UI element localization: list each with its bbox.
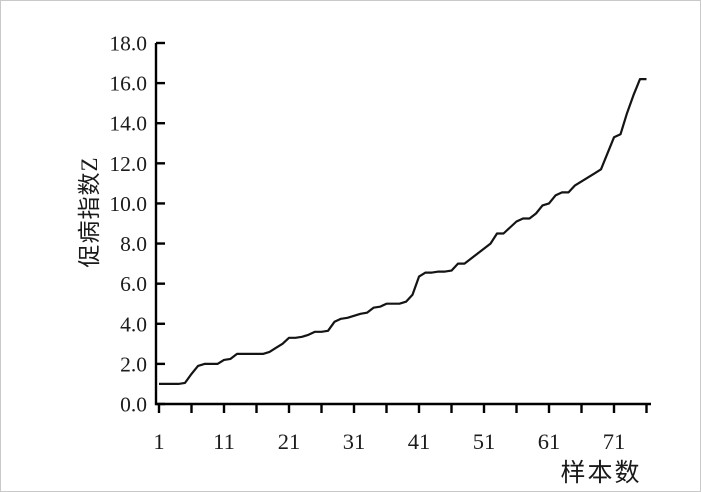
series-line [159,77,647,385]
y-tick-label: 2.0 [120,352,147,376]
y-tick-label: 18.0 [109,32,147,56]
y-tick-label: 12.0 [109,152,147,176]
x-tick-label: 41 [408,429,431,454]
axis-lines [154,43,651,406]
x-tick-label: 21 [278,429,301,454]
x-tick-label: 51 [473,429,496,454]
y-tick-label: 8.0 [120,232,147,256]
y-tick-label: 6.0 [120,272,147,296]
y-tick-label: 10.0 [109,192,147,216]
y-axis-title: 促病指数Z [77,156,102,268]
x-tick-label: 31 [343,429,366,454]
x-tick-label: 1 [153,429,164,454]
x-tick-label: 11 [213,429,235,454]
y-tick-label: 0.0 [120,393,147,417]
y-tick-label: 16.0 [109,72,147,96]
x-tick-label: 71 [603,429,626,454]
x-tick-label: 61 [538,429,561,454]
x-axis-title: 样本数 [560,460,642,487]
y-tick-label: 14.0 [109,112,147,136]
y-tick-label: 4.0 [120,312,147,336]
